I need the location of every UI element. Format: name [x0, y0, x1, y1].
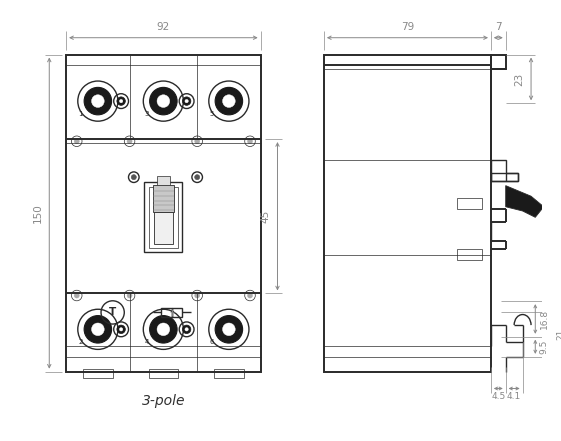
Bar	[172, 308, 182, 317]
Text: 4: 4	[144, 339, 149, 345]
Circle shape	[150, 316, 177, 343]
Circle shape	[157, 323, 170, 336]
Text: 21: 21	[557, 329, 561, 340]
Circle shape	[150, 87, 177, 115]
Bar	[149, 370, 178, 378]
Circle shape	[247, 139, 252, 144]
Circle shape	[84, 316, 112, 343]
Text: 150: 150	[33, 203, 43, 223]
Circle shape	[182, 97, 191, 105]
Bar	[161, 308, 172, 317]
Circle shape	[91, 323, 104, 336]
Text: 6: 6	[210, 339, 214, 345]
Text: 3-pole: 3-pole	[141, 394, 185, 408]
Bar	[154, 212, 173, 244]
Circle shape	[127, 139, 132, 144]
Circle shape	[119, 328, 123, 331]
Circle shape	[195, 139, 200, 144]
Circle shape	[185, 328, 188, 331]
Circle shape	[195, 293, 200, 298]
Text: 45: 45	[260, 209, 270, 223]
Bar	[491, 55, 505, 69]
Text: 4.5: 4.5	[491, 392, 505, 401]
Bar	[457, 198, 482, 209]
Text: 23: 23	[514, 72, 524, 86]
Text: 7: 7	[495, 22, 502, 33]
Circle shape	[215, 316, 242, 343]
Circle shape	[157, 95, 170, 108]
Text: 4.1: 4.1	[507, 392, 521, 401]
Text: 5: 5	[210, 111, 214, 117]
Text: 9.5: 9.5	[540, 340, 549, 354]
Text: 2: 2	[79, 339, 83, 345]
Bar	[214, 370, 243, 378]
Circle shape	[223, 323, 235, 336]
Circle shape	[119, 99, 123, 103]
Circle shape	[182, 325, 191, 333]
Circle shape	[215, 87, 242, 115]
Circle shape	[247, 293, 252, 298]
Circle shape	[74, 293, 79, 298]
Bar	[66, 55, 260, 372]
Circle shape	[127, 293, 132, 298]
Text: 3: 3	[144, 111, 149, 117]
Text: 79: 79	[401, 22, 414, 33]
Bar	[457, 249, 482, 260]
Polygon shape	[505, 186, 544, 217]
Bar	[149, 187, 178, 248]
Text: T: T	[109, 307, 116, 318]
Circle shape	[195, 175, 200, 180]
Text: 92: 92	[157, 22, 170, 33]
Bar	[144, 183, 182, 252]
Text: 1: 1	[79, 111, 83, 117]
Bar	[491, 160, 505, 181]
Bar	[153, 185, 174, 212]
Circle shape	[117, 325, 125, 333]
Circle shape	[117, 97, 125, 105]
Bar	[157, 176, 170, 185]
Circle shape	[185, 99, 188, 103]
Bar	[324, 55, 491, 372]
Bar	[491, 173, 518, 181]
Circle shape	[84, 87, 112, 115]
Circle shape	[74, 139, 79, 144]
Bar	[83, 370, 113, 378]
Circle shape	[223, 95, 235, 108]
Circle shape	[91, 95, 104, 108]
Text: 16.8: 16.8	[540, 309, 549, 329]
Circle shape	[131, 175, 136, 180]
